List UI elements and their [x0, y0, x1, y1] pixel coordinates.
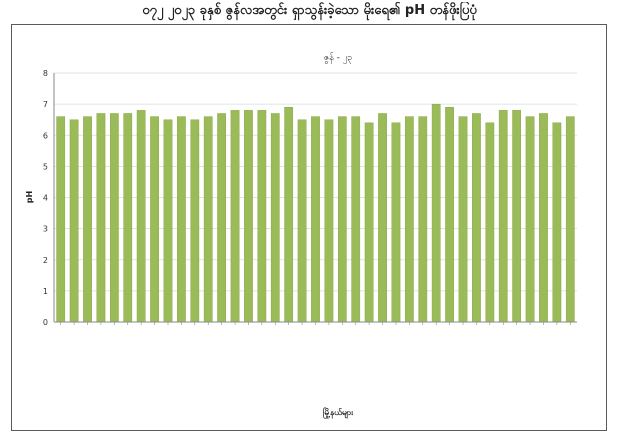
- y-tick-label: 4: [43, 194, 48, 203]
- bar: [405, 116, 414, 323]
- bar: [391, 122, 401, 323]
- bar: [458, 116, 468, 323]
- y-axis-label: pH: [25, 191, 34, 203]
- bar: [364, 122, 374, 323]
- y-tick-label: 3: [43, 225, 48, 234]
- y-tick-label: 0: [43, 318, 48, 327]
- page-title: ၀၇၂ ၂၀၂၃ ခုနှစ် ဇွန်လအတွင်း ရှာသွန်းခဲ့သ…: [142, 3, 477, 18]
- y-tick-label: 5: [43, 162, 48, 171]
- y-tick-label: 8: [43, 69, 48, 78]
- bar: [177, 116, 186, 323]
- y-tick-label: 1: [43, 287, 48, 296]
- y-tick-label: 6: [43, 131, 48, 140]
- bar: [109, 113, 119, 323]
- bar: [431, 103, 441, 323]
- ph-bar-chart: 0 1 2 3 4 5 6 7 8 ဇွန် - ၂၃ pH မြို့နယ်များ: [25, 52, 577, 420]
- bar: [472, 113, 481, 323]
- bar: [270, 113, 280, 323]
- bar: [351, 116, 361, 323]
- bar: [297, 119, 307, 323]
- bar: [123, 113, 133, 323]
- tick-labels: 0 1 2 3 4 5 6 7 8: [43, 69, 48, 327]
- bar: [539, 113, 548, 323]
- bars: [56, 103, 575, 323]
- bar: [257, 110, 267, 323]
- bar: [96, 113, 106, 323]
- chart-title: ဇွန် - ၂၃: [324, 52, 352, 64]
- bar: [337, 116, 347, 323]
- bar: [150, 116, 159, 323]
- x-axis-label: မြို့နယ်များ: [323, 407, 354, 420]
- bar: [284, 107, 294, 323]
- bar: [230, 110, 240, 323]
- bar: [378, 113, 387, 323]
- y-tick-label: 2: [43, 256, 48, 265]
- bar: [418, 116, 428, 323]
- bar: [525, 116, 535, 323]
- bar: [136, 110, 146, 323]
- y-tick-label: 7: [43, 100, 48, 109]
- bar: [244, 110, 253, 323]
- bar: [217, 113, 226, 323]
- axes: [53, 73, 577, 325]
- bar: [324, 119, 334, 323]
- bar: [498, 110, 508, 323]
- bar: [56, 116, 66, 323]
- bar: [83, 116, 92, 323]
- bar: [485, 122, 495, 323]
- bar: [69, 119, 79, 323]
- bar: [163, 119, 173, 323]
- bar: [203, 116, 213, 323]
- bar: [512, 110, 522, 323]
- bar: [311, 116, 320, 323]
- chart-frame: 0 1 2 3 4 5 6 7 8 ဇွန် - ၂၃ pH မြို့နယ်များ: [11, 24, 607, 431]
- bar: [565, 116, 575, 323]
- bar: [445, 107, 454, 323]
- bar: [190, 119, 200, 323]
- bar: [552, 122, 562, 323]
